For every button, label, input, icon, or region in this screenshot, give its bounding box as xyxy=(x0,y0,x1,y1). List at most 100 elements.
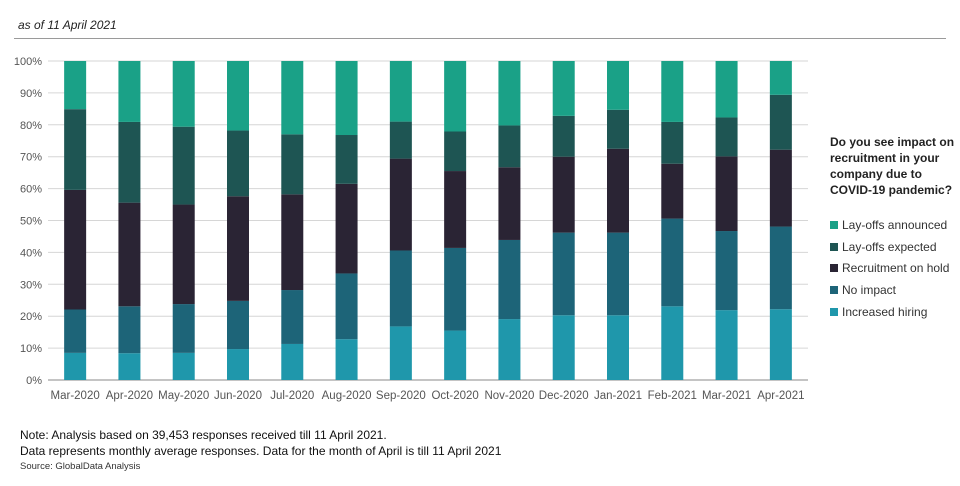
x-tick-label: Apr-2020 xyxy=(106,390,153,402)
x-tick-label: Sep-2020 xyxy=(376,390,426,402)
bar-segment xyxy=(715,231,738,311)
legend-swatch xyxy=(830,286,838,295)
bar-segment xyxy=(769,94,792,150)
x-tick-label: Dec-2020 xyxy=(539,390,589,402)
legend-label: Lay-offs expected xyxy=(842,239,937,254)
x-tick-label: Jul-2020 xyxy=(270,390,314,402)
legend-label: Lay-offs announced xyxy=(842,217,948,232)
bar-segment xyxy=(769,149,792,227)
note-line: Note: Analysis based on 39,453 responses… xyxy=(20,428,387,442)
bar-segment xyxy=(552,61,575,116)
bar-segment xyxy=(498,167,521,240)
x-tick-label: Mar-2020 xyxy=(51,390,100,402)
x-tick-label: Nov-2020 xyxy=(484,390,534,402)
bar-segment xyxy=(281,290,304,344)
axes: 0% 10% 20% 30% 40% 50% 60% 70% 80% 90% 100% Mar-202… xyxy=(14,56,805,402)
bar-segment xyxy=(607,148,629,233)
y-tick-label: 70% xyxy=(20,152,42,164)
bar-segment xyxy=(172,126,195,205)
bar-segment xyxy=(64,109,87,190)
bar-segment xyxy=(172,304,195,353)
bar-segment xyxy=(118,61,141,122)
bar-segment xyxy=(661,218,684,307)
bar-segment xyxy=(552,232,575,316)
bar-segment xyxy=(552,115,575,157)
bar-segment xyxy=(335,135,358,184)
legend-label: No impact xyxy=(842,283,897,298)
y-tick-label: 10% xyxy=(20,343,42,355)
bar-segment xyxy=(64,61,87,110)
bar-segment xyxy=(64,189,87,310)
legend-label: Recruitment on hold xyxy=(842,261,950,276)
note-line: Data represents monthly average response… xyxy=(20,444,502,458)
bars xyxy=(64,61,792,380)
bar-segment xyxy=(64,352,87,380)
bar-segment xyxy=(444,330,467,380)
bar-segment xyxy=(444,171,467,248)
bar-segment xyxy=(498,61,521,126)
y-tick-label: 100% xyxy=(14,56,42,68)
bar-segment xyxy=(607,232,629,316)
legend-item-no-impact: No impact xyxy=(830,279,949,301)
bar-segment xyxy=(227,349,249,380)
bar-segment xyxy=(118,353,141,380)
bar-segment xyxy=(769,226,792,310)
legend-item-layoffs-expected: Lay-offs expected xyxy=(830,236,949,258)
bar-segment xyxy=(715,117,738,157)
bar-segment xyxy=(227,196,249,301)
y-tick-label: 90% xyxy=(20,88,42,100)
bar-segment xyxy=(227,130,249,197)
bar-segment xyxy=(389,61,412,122)
bar-segment xyxy=(281,194,304,291)
x-tick-label: Apr-2021 xyxy=(757,390,804,402)
footnotes: Note: Analysis based on 39,453 responses… xyxy=(20,427,501,459)
bar-segment xyxy=(389,158,412,251)
y-tick-label: 20% xyxy=(20,311,42,323)
source-note: Source: GlobalData Analysis xyxy=(20,461,141,472)
bar-segment xyxy=(715,156,738,232)
x-tick-label: May-2020 xyxy=(158,390,209,402)
bar-segment xyxy=(227,300,249,350)
bar-segment xyxy=(281,134,304,195)
legend-item-increased-hiring: Increased hiring xyxy=(830,301,949,323)
y-tick-label: 30% xyxy=(20,279,42,291)
bar-segment xyxy=(769,309,792,380)
bar-segment xyxy=(607,315,629,380)
bar-segment xyxy=(444,247,467,331)
legend-item-layoffs-announced: Lay-offs announced xyxy=(830,214,949,236)
bar-segment xyxy=(64,309,87,353)
bar-segment xyxy=(335,339,358,380)
bar-segment xyxy=(172,352,195,380)
legend-swatch xyxy=(830,220,838,229)
bar-segment xyxy=(281,61,304,135)
y-tick-label: 40% xyxy=(20,247,42,259)
x-tick-label: Mar-2021 xyxy=(702,390,751,402)
y-tick-label: 60% xyxy=(20,184,42,196)
x-tick-label: Feb-2021 xyxy=(648,390,697,402)
x-tick-label: Jun-2020 xyxy=(214,390,262,402)
bar-segment xyxy=(118,306,141,354)
bar-segment xyxy=(498,319,521,380)
bar-segment xyxy=(552,156,575,233)
bar-segment xyxy=(769,61,792,95)
bar-segment xyxy=(389,326,412,380)
bar-segment xyxy=(661,163,684,219)
legend-title: Do you see impact on recruitment in your… xyxy=(830,135,955,197)
x-tick-label: Oct-2020 xyxy=(431,390,478,402)
bar-segment xyxy=(661,61,684,122)
bar-segment xyxy=(389,250,412,327)
bar-segment xyxy=(335,61,358,136)
bar-segment xyxy=(715,310,738,380)
legend: Lay-offs announced Lay-offs expected Rec… xyxy=(830,214,949,323)
legend-swatch xyxy=(830,308,838,317)
bar-segment xyxy=(172,204,195,305)
bar-segment xyxy=(552,315,575,380)
bar-segment xyxy=(335,183,358,274)
bar-segment xyxy=(498,239,521,320)
header-divider xyxy=(14,38,946,39)
y-tick-label: 50% xyxy=(20,216,42,228)
bar-segment xyxy=(118,202,141,307)
bar-segment xyxy=(661,121,684,164)
grid-lines xyxy=(48,60,808,381)
